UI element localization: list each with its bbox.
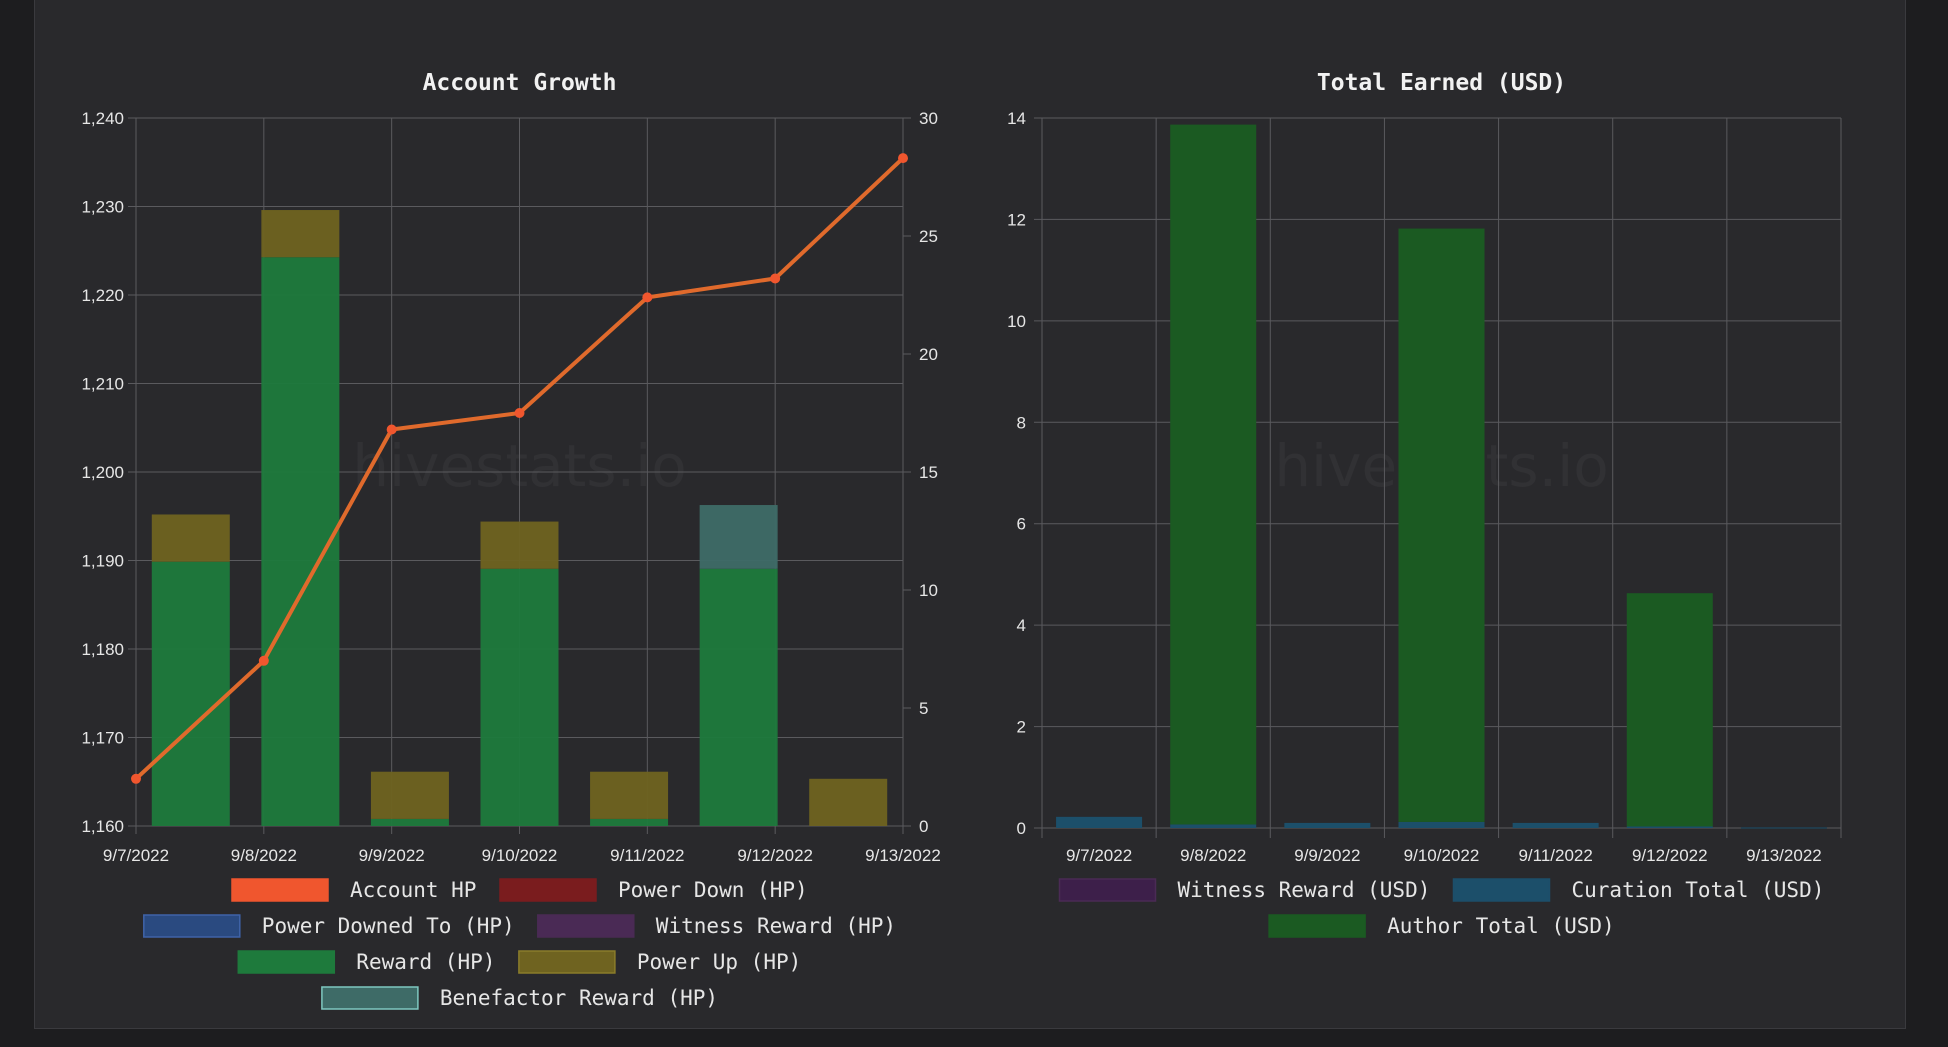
bar-curation-total-usd — [1512, 822, 1599, 828]
x-tick-label: 9/13/2022 — [865, 846, 941, 865]
bar-curation-total-usd — [1626, 826, 1713, 828]
account-hp-point — [258, 655, 269, 666]
legend-swatch — [237, 950, 336, 974]
y-left-tick-label: 1,200 — [81, 463, 124, 482]
y-left-tick-label: 1,240 — [81, 109, 124, 128]
y-left-tick-label: 1,220 — [81, 286, 124, 305]
y-left-tick-label: 1,180 — [81, 640, 124, 659]
x-tick-label: 9/10/2022 — [482, 846, 558, 865]
bar-power-up-hp — [261, 210, 340, 258]
legend-label: Power Downed To (HP) — [262, 914, 515, 938]
y-left-tick-label: 1,210 — [81, 375, 124, 394]
legend-swatch — [1058, 878, 1157, 902]
bar-curation-total-usd — [1284, 822, 1371, 828]
x-tick-label: 9/9/2022 — [1294, 846, 1360, 865]
account-hp-point — [131, 773, 141, 784]
y-right-tick-label: 15 — [919, 463, 938, 482]
bar-author-total-usd — [1626, 593, 1713, 827]
y-tick-label: 10 — [1007, 312, 1026, 331]
y-tick-label: 2 — [1017, 718, 1026, 737]
bar-reward-hp — [699, 568, 778, 826]
account-hp-point — [386, 424, 397, 435]
bar-curation-total-usd — [1170, 824, 1257, 828]
x-tick-label: 9/12/2022 — [1632, 846, 1708, 865]
legend-label: Author Total (USD) — [1387, 914, 1615, 938]
legend-label: Power Up (HP) — [637, 950, 801, 974]
legend-label: Curation Total (USD) — [1572, 878, 1825, 902]
bar-power-up-hp — [809, 778, 888, 826]
account-hp-point — [898, 153, 908, 164]
bar-power-up-hp — [590, 771, 669, 819]
bar-reward-hp — [151, 561, 230, 826]
total-earned-chart: Total Earned (USD)hivestats.io0246810121… — [1007, 70, 1842, 938]
bar-reward-hp — [261, 257, 340, 826]
bar-author-total-usd — [1398, 228, 1485, 822]
y-tick-label: 12 — [1007, 210, 1026, 229]
y-tick-label: 8 — [1017, 413, 1026, 432]
legend-swatch — [1452, 878, 1551, 902]
legend-label: Power Down (HP) — [618, 878, 808, 902]
bar-reward-hp — [480, 568, 559, 826]
legend-swatch — [321, 986, 419, 1010]
bar-reward-hp — [590, 818, 669, 826]
bar-reward-hp — [370, 818, 449, 826]
legend-swatch — [231, 878, 329, 902]
chart-title: Account Growth — [423, 70, 617, 96]
legend-label: Reward (HP) — [356, 950, 495, 974]
x-tick-label: 9/10/2022 — [1404, 846, 1480, 865]
y-right-tick-label: 10 — [919, 581, 938, 600]
x-tick-label: 9/11/2022 — [1518, 846, 1592, 865]
y-left-tick-label: 1,160 — [81, 817, 124, 836]
y-tick-label: 6 — [1017, 515, 1026, 534]
account-hp-point — [642, 292, 653, 303]
legend-label: Witness Reward (USD) — [1178, 878, 1431, 902]
x-tick-label: 9/8/2022 — [1180, 846, 1246, 865]
y-right-tick-label: 30 — [919, 109, 938, 128]
bar-curation-total-usd — [1056, 816, 1143, 828]
legend-swatch — [537, 914, 635, 938]
x-tick-label: 9/12/2022 — [737, 846, 813, 865]
x-tick-label: 9/13/2022 — [1746, 846, 1822, 865]
y-tick-label: 4 — [1017, 616, 1026, 635]
y-tick-label: 0 — [1017, 819, 1026, 838]
x-tick-label: 9/11/2022 — [610, 846, 684, 865]
bar-curation-total-usd — [1398, 821, 1485, 828]
y-right-tick-label: 20 — [919, 345, 938, 364]
x-tick-label: 9/8/2022 — [231, 846, 297, 865]
y-left-tick-label: 1,230 — [81, 198, 124, 217]
legend-swatch — [1268, 914, 1366, 938]
chart-title: Total Earned (USD) — [1317, 70, 1566, 96]
legend-label: Benefactor Reward (HP) — [440, 986, 718, 1010]
y-right-tick-label: 0 — [919, 817, 928, 836]
x-tick-label: 9/7/2022 — [103, 846, 169, 865]
charts-panel: Account Growth hivestats.io 1,160 1,170 1,18… — [34, 0, 1906, 1029]
y-left-tick-label: 1,190 — [81, 552, 124, 571]
account-hp-point — [770, 273, 781, 284]
legend-swatch — [499, 878, 597, 902]
bar-benefactor-reward-hp — [699, 505, 778, 569]
y-tick-label: 14 — [1007, 109, 1026, 128]
account-hp-point — [514, 408, 525, 418]
bar-power-up-hp — [151, 514, 230, 562]
y-right-tick-label: 25 — [919, 227, 938, 246]
y-left-tick-label: 1,170 — [81, 729, 124, 748]
legend-label: Witness Reward (HP) — [656, 914, 896, 938]
legend-swatch — [143, 914, 241, 938]
legend-swatch — [518, 950, 616, 974]
y-right-tick-label: 5 — [919, 699, 928, 718]
bar-author-total-usd — [1170, 124, 1257, 825]
bar-curation-total-usd — [1740, 827, 1827, 829]
x-tick-label: 9/9/2022 — [359, 846, 425, 865]
account-growth-chart: Account Growthhivestats.io1,1601,1701,18… — [81, 70, 941, 1010]
bar-power-up-hp — [480, 521, 559, 569]
bar-power-up-hp — [370, 771, 449, 819]
x-tick-label: 9/7/2022 — [1066, 846, 1132, 865]
legend-label: Account HP — [350, 878, 476, 902]
